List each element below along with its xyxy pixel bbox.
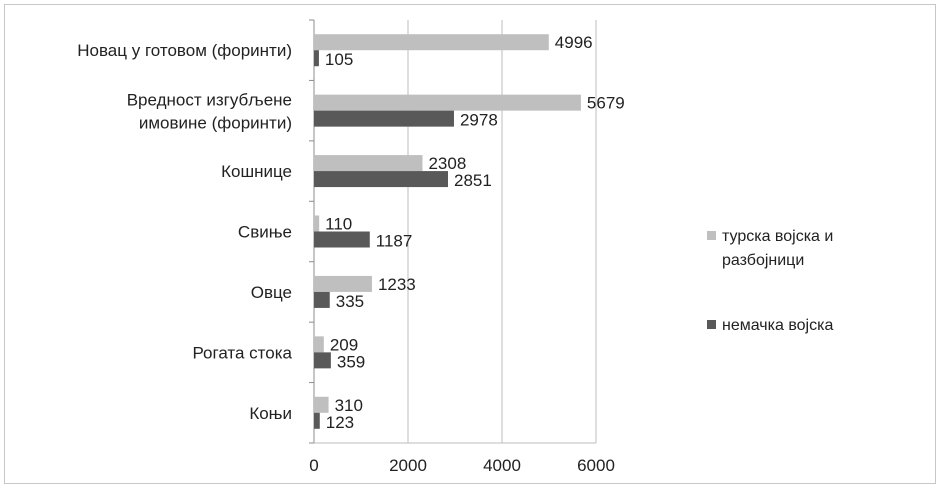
- data-label-series-2: 359: [337, 352, 365, 371]
- legend-label-series-2: немачка војска: [722, 317, 833, 334]
- x-tick-label: 4000: [483, 456, 521, 475]
- data-label-series-2: 335: [336, 292, 364, 311]
- data-label-series-1: 110: [325, 215, 352, 234]
- data-label-series-1: 310: [335, 396, 363, 415]
- data-label-series-2: 105: [325, 50, 353, 69]
- data-label-series-1: 5679: [587, 94, 625, 113]
- x-tick-label: 6000: [577, 456, 615, 475]
- bar-series-1: [314, 34, 549, 51]
- bar-series-1: [314, 215, 320, 232]
- data-label-series-2: 2851: [454, 171, 492, 190]
- data-label-series-1: 209: [330, 335, 358, 354]
- category-label: Свиње: [238, 223, 292, 242]
- bar-series-2: [314, 352, 331, 369]
- bar-series-1: [314, 396, 329, 413]
- data-label-series-2: 2978: [460, 111, 498, 130]
- data-label-series-2: 123: [326, 413, 354, 432]
- data-label-series-1: 1233: [378, 275, 416, 294]
- bar-series-2: [314, 50, 319, 67]
- chart-frame: [4, 4, 936, 484]
- bar-series-1: [314, 336, 324, 353]
- data-label-series-1: 2308: [428, 154, 466, 173]
- legend-label-series-1: турска војска и разбојници: [722, 228, 833, 269]
- category-label: Новац у готовом (форинти): [77, 41, 292, 60]
- bar-series-2: [314, 412, 320, 429]
- bar-series-1: [314, 275, 372, 292]
- category-label: Рогата стока: [192, 343, 292, 362]
- category-label: Овце: [251, 283, 292, 302]
- bar-series-2: [314, 231, 370, 248]
- bar-series-2: [314, 110, 454, 127]
- legend-swatch-series-1: [707, 231, 716, 240]
- bar-series-2: [314, 291, 330, 308]
- category-label: Коњи: [249, 404, 292, 423]
- data-label-series-2: 1187: [376, 232, 413, 251]
- x-tick-label: 2000: [389, 456, 427, 475]
- bar-series-1: [314, 94, 581, 111]
- bar-series-2: [314, 171, 448, 188]
- legend-swatch-series-2: [707, 320, 716, 329]
- data-label-series-1: 4996: [555, 33, 593, 52]
- category-label: Вредност изгубљене имовине (форинти): [127, 91, 292, 133]
- bar-series-1: [314, 155, 423, 172]
- x-tick-label: 0: [309, 456, 318, 475]
- category-label: Кошнице: [221, 162, 292, 181]
